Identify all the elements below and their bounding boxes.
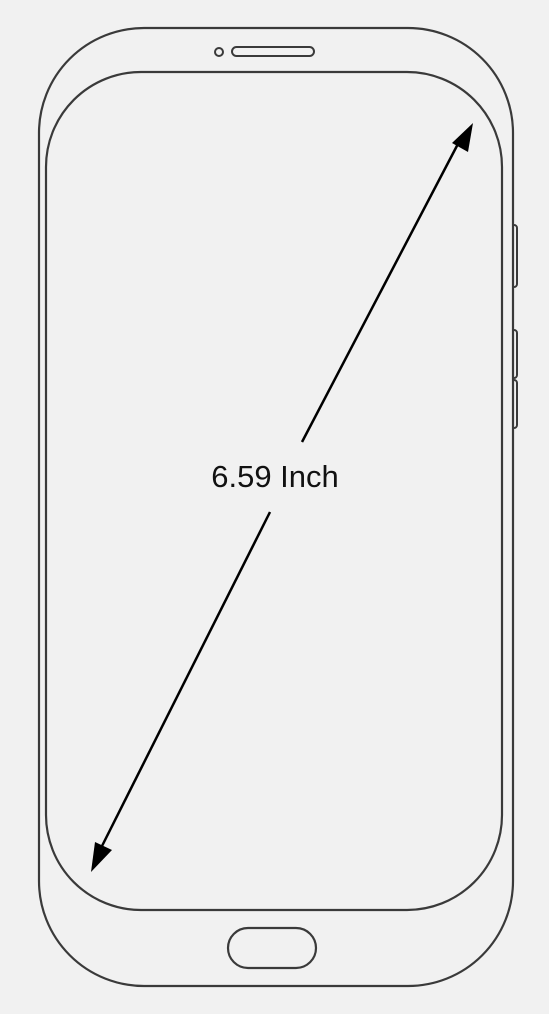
phone-screen xyxy=(44,70,504,912)
diagonal-arrow-line-upper xyxy=(300,139,462,443)
speaker-slot xyxy=(231,46,315,57)
home-button xyxy=(226,926,318,970)
arrowhead-bottom-left-icon xyxy=(91,842,112,872)
diagonal-arrow-line-lower xyxy=(97,511,272,853)
screen-size-label: 6.59 Inch xyxy=(211,459,339,494)
front-camera-icon xyxy=(214,47,224,57)
arrowhead-top-right-icon xyxy=(452,123,473,152)
